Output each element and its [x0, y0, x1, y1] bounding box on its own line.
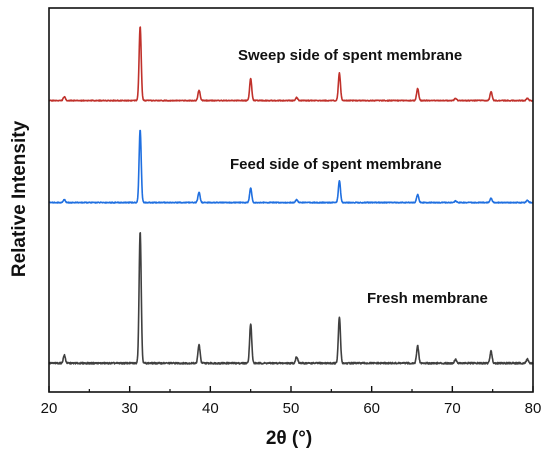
y-axis-title: Relative Intensity	[9, 120, 30, 277]
x-tick-label-80: 80	[525, 400, 542, 417]
x-tick-label-40: 40	[202, 400, 219, 417]
x-axis-title: 2θ (°)	[266, 428, 312, 449]
label-fresh: Fresh membrane	[367, 290, 488, 307]
plot-frame	[48, 7, 534, 393]
series-line-sweep-side-of-spent-membrane	[48, 26, 534, 102]
label-feed-side: Feed side of spent membrane	[230, 156, 442, 173]
label-sweep-side: Sweep side of spent membrane	[238, 47, 462, 64]
series-line-fresh-membrane	[48, 231, 534, 365]
series-line-feed-side-of-spent-membrane	[48, 129, 534, 204]
plot-series-layer	[48, 26, 534, 365]
x-tick-label-30: 30	[121, 400, 138, 417]
x-tick-label-60: 60	[363, 400, 380, 417]
x-tick-label-20: 20	[41, 400, 58, 417]
x-tick-label-50: 50	[283, 400, 300, 417]
axes-layer: 20 30 40 50 60 70 80	[41, 7, 542, 417]
x-tick-label-70: 70	[444, 400, 461, 417]
